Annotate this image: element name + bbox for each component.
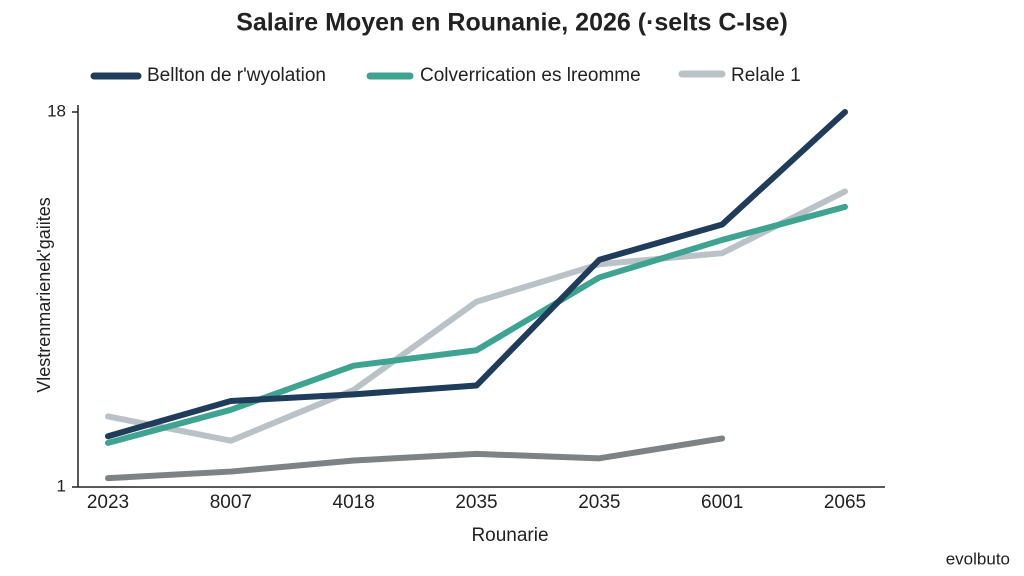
series-line xyxy=(105,203,848,446)
legend-label: Bellton de r'wyolation xyxy=(147,65,326,86)
y-tick-label: 1 xyxy=(57,476,66,495)
watermark: evolbuto xyxy=(946,549,1010,568)
legend: Bellton de r'wyolation Colverrication es… xyxy=(90,65,801,86)
series-line xyxy=(105,435,726,482)
x-tick-label: 2035 xyxy=(578,492,620,513)
x-tick-label: 2065 xyxy=(824,492,866,513)
legend-label: Colverrication es lreomme xyxy=(420,65,641,86)
x-tick-label: 2023 xyxy=(87,492,129,513)
y-axis-label: Vlestrenmarienek'gaiites xyxy=(34,197,54,393)
x-tick-label: 2035 xyxy=(455,492,497,513)
chart-title: Salaire Moyen en Rounanie, 2026 (·selts … xyxy=(236,9,788,37)
series-line xyxy=(105,109,848,440)
x-tick-label: 6001 xyxy=(701,492,743,513)
x-tick-label: 8007 xyxy=(210,492,252,513)
x-tick-label: 4018 xyxy=(333,492,375,513)
x-axis-label: Rounarie xyxy=(471,525,548,546)
legend-label: Relale 1 xyxy=(731,65,801,86)
y-tick-label: 18 xyxy=(47,101,66,120)
series-line xyxy=(105,188,848,444)
